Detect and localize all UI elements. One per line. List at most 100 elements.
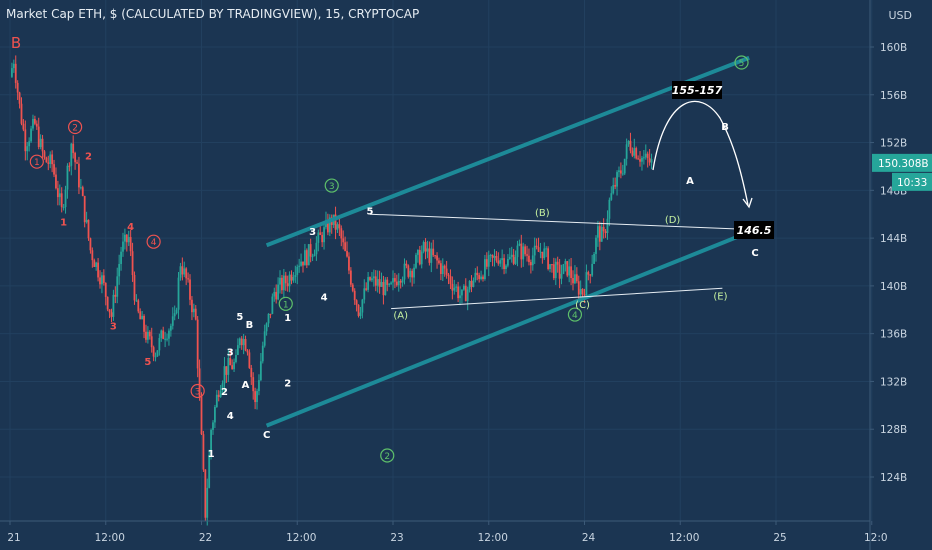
candle-body: [585, 272, 588, 296]
projection-label-c: C: [751, 248, 758, 259]
candle-body: [623, 158, 626, 174]
candle-body: [579, 288, 582, 295]
candle-body: [589, 274, 592, 276]
candle-body: [133, 275, 136, 301]
time-tick-label: 21: [7, 532, 20, 544]
candle-body: [528, 255, 530, 263]
candle-body: [309, 244, 312, 257]
subwave-label-white: 5: [236, 312, 243, 323]
price-tick-label: 136B: [880, 329, 907, 341]
candle-body: [443, 265, 446, 269]
triangle-lower-line[interactable]: [391, 287, 723, 310]
triangle-wave-label: (C): [575, 300, 590, 311]
candle-body: [602, 226, 605, 232]
time-tick-label: 12:00: [669, 532, 699, 544]
candle-body: [317, 232, 320, 243]
candle-body: [122, 241, 124, 252]
time-tick-label: 22: [199, 532, 212, 544]
subwave-label-white: 5: [367, 207, 374, 218]
candle-body: [300, 261, 302, 266]
candle-body: [639, 159, 641, 162]
candle-body: [409, 270, 412, 277]
candle-body: [56, 188, 59, 198]
candle-body: [438, 260, 440, 264]
candle-body: [32, 118, 34, 129]
wave-circle-red: [146, 234, 161, 249]
candle-body: [110, 312, 113, 317]
candle-body: [275, 291, 278, 300]
candle-body: [600, 226, 603, 242]
price-tick-label: 128B: [880, 424, 907, 436]
candle-body: [587, 272, 590, 275]
candle-body: [543, 248, 546, 259]
candle-body: [269, 313, 272, 315]
candle-body: [637, 158, 640, 160]
candle-body: [518, 243, 521, 246]
candle-body: [382, 281, 385, 296]
candle-body: [340, 228, 343, 239]
candle-body: [240, 338, 243, 346]
candle-body: [434, 255, 437, 257]
candle-body: [311, 256, 314, 258]
candle-body: [129, 237, 132, 252]
candle-body: [313, 254, 316, 257]
candle-body: [221, 383, 224, 391]
candle-body: [196, 319, 199, 369]
candle-body: [236, 345, 239, 355]
candle-body: [87, 219, 90, 239]
candle-body: [288, 274, 291, 287]
candle-body: [430, 248, 433, 263]
candle-body: [162, 330, 165, 339]
candle-body: [101, 275, 103, 285]
candle-body: [503, 258, 505, 270]
candle-body: [399, 280, 402, 283]
candle-body: [371, 278, 373, 281]
candle-body: [485, 259, 488, 267]
candle-body: [323, 227, 325, 243]
candle-body: [405, 263, 408, 266]
candle-body: [169, 325, 172, 331]
subwave-label-white: A: [242, 380, 250, 391]
candle-body: [388, 283, 391, 285]
wave-label-green: 3: [329, 182, 335, 192]
channel-lower-line[interactable]: [265, 230, 750, 428]
time-tick-label: 12:00: [95, 532, 125, 544]
projection-arc[interactable]: [652, 100, 749, 206]
candle-body: [290, 274, 293, 281]
target-bottom-box[interactable]: [734, 221, 774, 239]
candle-body: [292, 276, 295, 281]
triangle-wave-label: (A): [393, 311, 408, 322]
candle-body: [334, 214, 337, 230]
candle-body: [501, 258, 504, 261]
candle-body: [248, 352, 251, 368]
candle-body: [572, 278, 574, 284]
channel-upper-line[interactable]: [265, 55, 750, 248]
candle-body: [328, 217, 331, 233]
candle-body: [49, 154, 52, 164]
candle-body: [522, 246, 525, 260]
candle-body: [581, 288, 584, 295]
time-tick-label: 12:00: [478, 532, 508, 544]
candle-body: [641, 157, 643, 162]
candle-body: [58, 193, 61, 198]
candle-body: [648, 158, 651, 163]
candle-body: [166, 338, 168, 340]
subwave-label-red: 4: [127, 222, 134, 233]
target-top-box[interactable]: [672, 81, 722, 99]
candle-body: [185, 268, 188, 279]
triangle-wave-label: (D): [665, 215, 681, 226]
triangle-upper-line[interactable]: [369, 213, 757, 231]
candle-body: [26, 146, 29, 152]
candle-body: [445, 268, 448, 275]
candle-body: [384, 279, 387, 296]
candle-body: [549, 264, 551, 270]
candle-body: [466, 289, 469, 302]
candle-body: [281, 277, 283, 291]
price-tick-label: 144B: [880, 233, 907, 245]
candle-body: [493, 256, 496, 258]
projection-arrowhead: [742, 197, 753, 209]
candle-body: [294, 275, 297, 277]
candle-body: [353, 290, 356, 301]
